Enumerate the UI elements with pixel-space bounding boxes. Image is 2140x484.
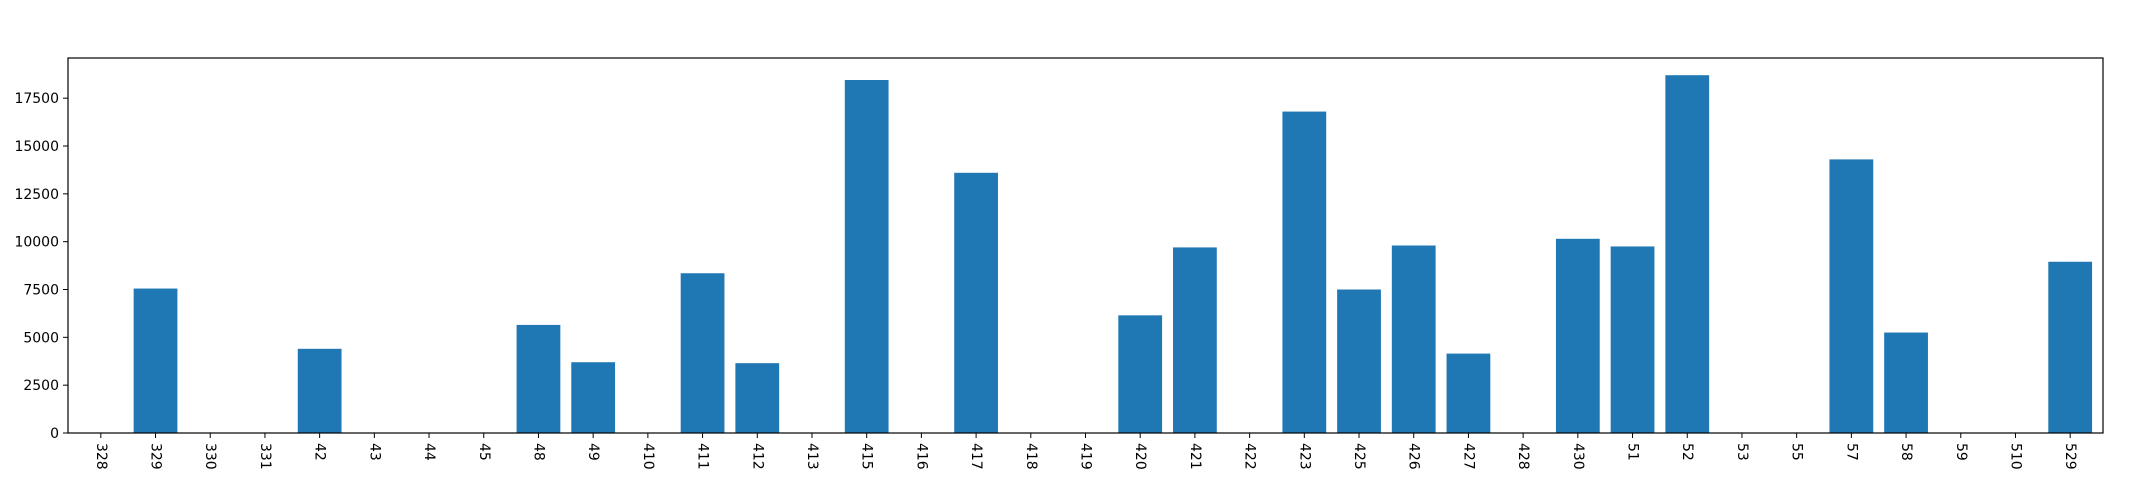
bar-421 — [1173, 247, 1217, 433]
x-tick-label: 49 — [585, 443, 601, 461]
bar-430 — [1555, 238, 1600, 433]
x-tick-label: 423 — [1296, 443, 1312, 470]
x-tick-label: 330 — [202, 443, 218, 470]
x-tick-label: 415 — [859, 443, 875, 470]
bar-426 — [1391, 245, 1436, 433]
y-tick-label: 0 — [50, 426, 59, 442]
x-tick-label: 427 — [1460, 443, 1476, 470]
bar-57 — [1829, 159, 1874, 433]
x-tick-label: 421 — [1187, 443, 1203, 470]
x-tick-label: 42 — [312, 443, 328, 461]
plot-frame — [67, 57, 2104, 434]
x-tick-label: 428 — [1515, 443, 1531, 470]
bar-412 — [735, 363, 780, 433]
bar-48 — [516, 324, 561, 433]
y-tick-label: 5000 — [23, 330, 59, 346]
x-tick-label: 57 — [1843, 443, 1859, 461]
x-tick-label: 529 — [2062, 443, 2078, 470]
x-tick-label: 411 — [695, 443, 711, 470]
bar-417 — [954, 172, 998, 434]
y-axis: 0 2500 5000 7500 10000 12500 15000 17500 — [14, 91, 68, 442]
x-tick-label: 510 — [2007, 443, 2023, 470]
bar-411 — [680, 273, 725, 433]
x-tick-label: 51 — [1625, 443, 1641, 461]
x-tick-label: 58 — [1898, 443, 1914, 461]
y-tick-label: 2500 — [23, 378, 59, 394]
bar-49 — [571, 362, 616, 433]
x-tick-label: 416 — [913, 443, 929, 470]
bar-423 — [1282, 111, 1327, 433]
x-tick-label: 417 — [968, 443, 984, 470]
y-tick-label: 15000 — [14, 139, 59, 155]
x-tick-label: 413 — [804, 443, 820, 470]
bar-51 — [1610, 246, 1655, 433]
bar-58 — [1884, 332, 1928, 433]
bars-group — [133, 75, 2093, 434]
x-tick-label: 329 — [148, 443, 164, 470]
x-tick-label: 331 — [257, 443, 273, 470]
x-tick-label: 44 — [421, 443, 437, 461]
bar-42 — [297, 348, 342, 433]
bar-415 — [844, 80, 889, 433]
bar-420 — [1118, 315, 1163, 433]
x-tick-label: 59 — [1953, 443, 1969, 461]
bar-529 — [2048, 261, 2093, 433]
bar-427 — [1446, 353, 1491, 433]
x-tick-label: 412 — [749, 443, 765, 470]
x-tick-label: 52 — [1679, 443, 1695, 461]
x-tick-label: 328 — [93, 443, 109, 470]
x-tick-label: 53 — [1734, 443, 1750, 461]
x-tick-label: 426 — [1406, 443, 1422, 470]
x-tick-label: 410 — [640, 443, 656, 470]
x-tick-label: 48 — [530, 443, 546, 461]
bar-329 — [133, 288, 178, 433]
x-tick-label: 425 — [1351, 443, 1367, 470]
y-tick-label: 7500 — [23, 283, 59, 299]
x-axis: 328 329 330 331 42 43 44 45 48 49 410 411 412 413 415 4… — [93, 433, 2078, 470]
bar-52 — [1665, 75, 1710, 433]
y-tick-label: 17500 — [14, 91, 59, 107]
x-tick-label: 420 — [1132, 443, 1148, 470]
x-tick-label: 418 — [1023, 443, 1039, 470]
y-tick-label: 12500 — [14, 187, 59, 203]
x-tick-label: 55 — [1789, 443, 1805, 461]
x-tick-label: 419 — [1078, 443, 1094, 470]
y-tick-label: 10000 — [14, 235, 59, 251]
x-tick-label: 45 — [476, 443, 492, 461]
x-tick-label: 430 — [1570, 443, 1586, 470]
x-tick-label: 422 — [1242, 443, 1258, 470]
x-tick-label: 43 — [366, 443, 382, 461]
bar-425 — [1337, 289, 1381, 433]
